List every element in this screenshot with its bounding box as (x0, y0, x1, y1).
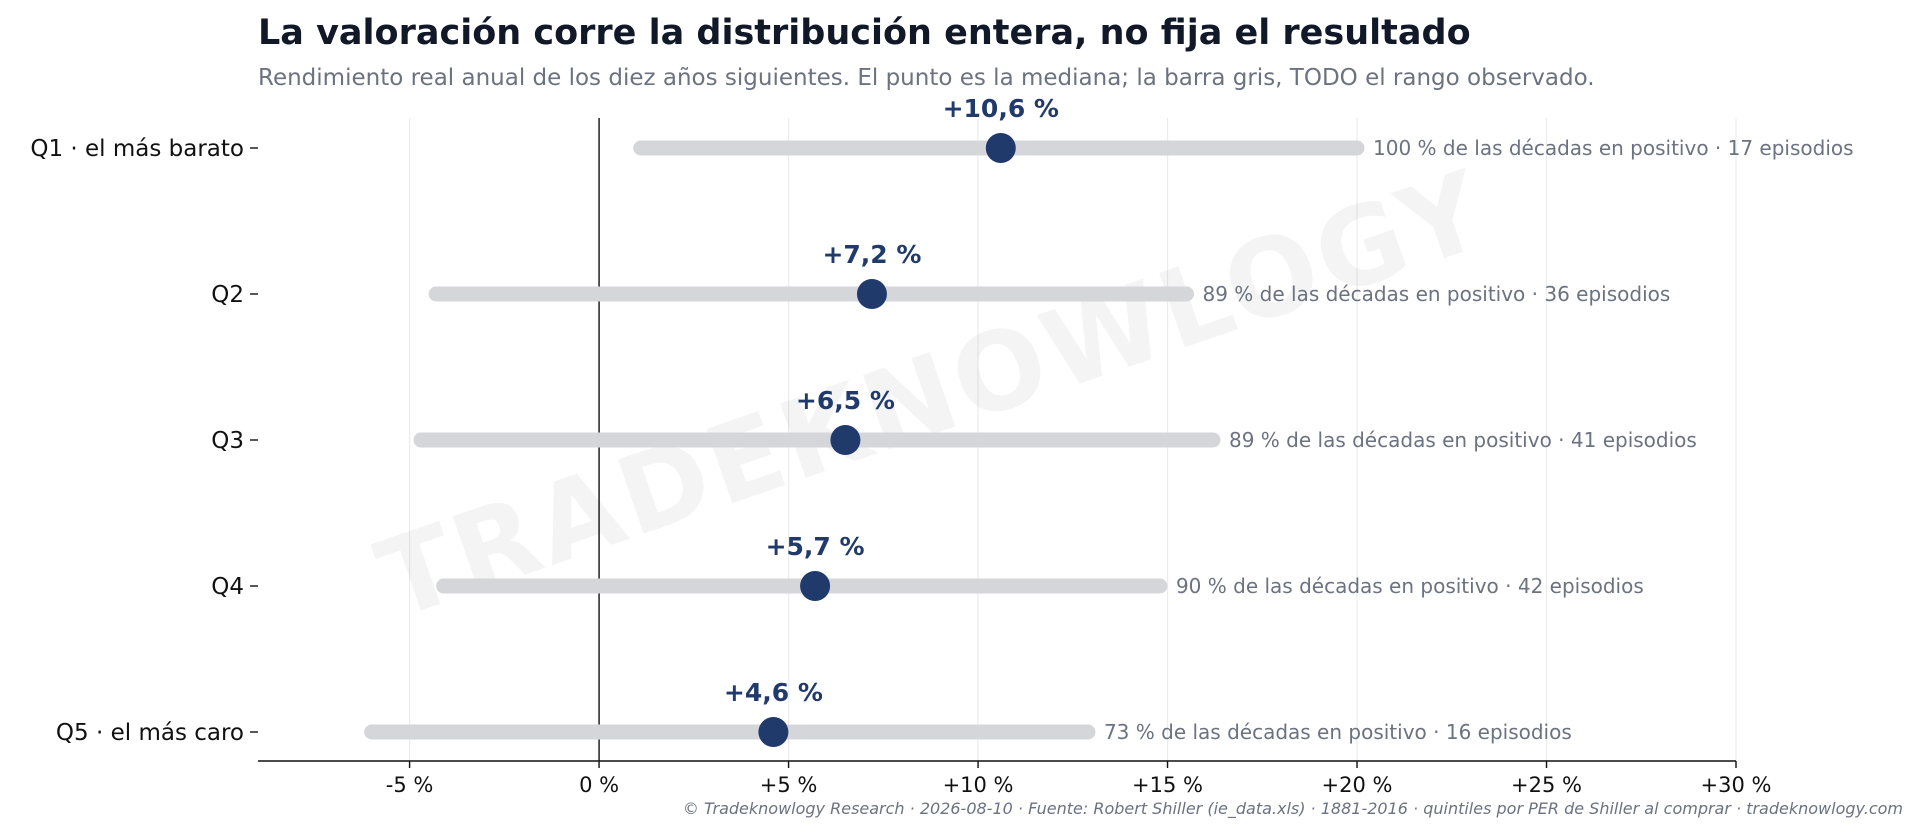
median-value-label: +7,2 % (822, 240, 921, 269)
median-dot (758, 717, 789, 747)
x-tick-label: +30 % (1701, 773, 1772, 797)
footer-credits: © Tradeknowlogy Research · 2026-08-10 · … (683, 799, 1903, 819)
median-dot (985, 133, 1016, 163)
chart-subtitle: Rendimiento real anual de los diez años … (258, 65, 1595, 91)
median-dot (830, 425, 861, 455)
range-note: 73 % de las décadas en positivo · 16 epi… (1104, 720, 1572, 744)
category-label: Q4 (211, 574, 244, 600)
category-label: Q5 · el más caro (56, 720, 244, 746)
range-note: 89 % de las décadas en positivo · 36 epi… (1202, 282, 1670, 306)
category-label: Q3 (211, 428, 244, 454)
median-value-label: +4,6 % (724, 678, 823, 707)
range-notes: 100 % de las décadas en positivo · 17 ep… (1104, 136, 1854, 744)
x-axis: -5 % 0 % +5 % +10 % +15 % +20 % +25 % +30 % (258, 760, 1772, 797)
median-dot (800, 571, 831, 601)
x-tick-label: +25 % (1511, 773, 1582, 797)
range-note: 89 % de las décadas en positivo · 41 epi… (1229, 428, 1697, 452)
watermark: TRADEKNOWLOGY (363, 147, 1503, 644)
category-label: Q2 (211, 282, 244, 308)
x-tick-label: +10 % (943, 773, 1014, 797)
median-value-label: +5,7 % (766, 532, 865, 561)
chart-title: La valoración corre la distribución ente… (258, 13, 1471, 53)
x-tick-label: +5 % (760, 773, 818, 797)
x-tick-label: 0 % (579, 773, 619, 797)
category-label: Q1 · el más barato (30, 136, 244, 162)
median-dot (856, 279, 887, 309)
median-dots (758, 133, 1016, 747)
median-value-labels: +10,6 % +7,2 % +6,5 % +5,7 % +4,6 % (724, 94, 1059, 707)
range-note: 100 % de las décadas en positivo · 17 ep… (1373, 136, 1854, 160)
x-tick-label: -5 % (386, 773, 434, 797)
x-tick-label: +20 % (1322, 773, 1393, 797)
median-value-label: +10,6 % (943, 94, 1059, 123)
range-note: 90 % de las décadas en positivo · 42 epi… (1176, 574, 1644, 598)
category-axis: Q1 · el más barato Q2 Q3 Q4 Q5 · el más caro (30, 136, 258, 746)
x-tick-label: +15 % (1132, 773, 1203, 797)
median-value-label: +6,5 % (796, 386, 895, 415)
